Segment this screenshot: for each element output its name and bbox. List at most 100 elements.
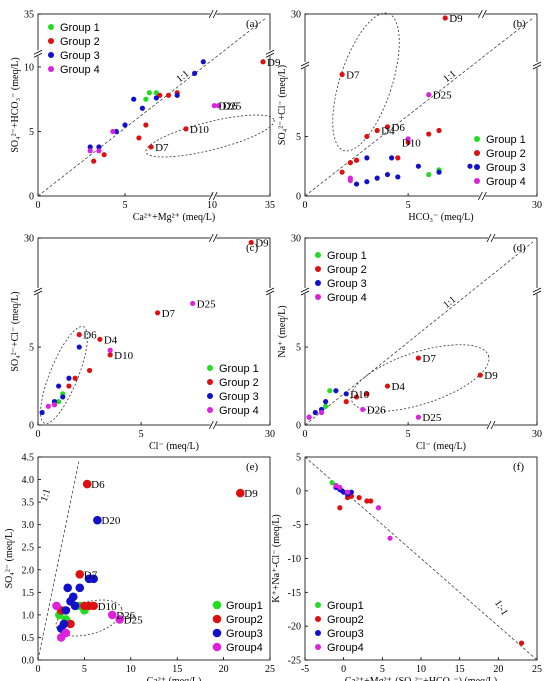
- axis-break-mark: [208, 233, 214, 243]
- legend-marker: [474, 164, 480, 170]
- data-point: [318, 409, 325, 416]
- data-point: [148, 144, 154, 150]
- data-point: [61, 606, 71, 615]
- axis-break-gap: [35, 287, 41, 294]
- y-tick-label: 5: [296, 453, 301, 464]
- data-point: [153, 95, 159, 101]
- data-point: [139, 105, 145, 111]
- x-tick-label: 20: [219, 664, 229, 675]
- data-point: [72, 375, 78, 381]
- x-axis-label: Cl⁻ (meq/L): [416, 441, 466, 452]
- data-point: [66, 375, 72, 381]
- data-point: [348, 489, 354, 495]
- data-point: [364, 179, 370, 185]
- legend-label: Group 2: [60, 36, 100, 48]
- data-point: [415, 414, 422, 420]
- data-point: [155, 310, 161, 316]
- point-annotation: D25: [222, 101, 241, 113]
- legend-marker: [207, 407, 213, 413]
- point-annotation: D9: [255, 237, 269, 249]
- axis-break-mark: [33, 287, 43, 293]
- data-point: [60, 394, 66, 400]
- data-point: [59, 619, 69, 629]
- legend-marker: [315, 630, 321, 636]
- legend-marker: [315, 266, 321, 272]
- data-point: [415, 163, 422, 169]
- data-point: [107, 347, 113, 353]
- data-point: [122, 122, 128, 128]
- y-tick-label: 0.5: [22, 633, 35, 644]
- axis-break-mark: [532, 290, 542, 296]
- plot-frame: [304, 13, 538, 197]
- data-point: [61, 628, 71, 638]
- data-point: [339, 169, 345, 175]
- data-point: [477, 372, 483, 378]
- data-point: [337, 484, 343, 491]
- point-annotation: D9: [449, 13, 463, 25]
- point-annotation: D6: [391, 122, 405, 134]
- axis-break-mark: [477, 191, 483, 201]
- y-tick-label: -25: [288, 656, 301, 667]
- x-tick-label: 30: [532, 429, 542, 440]
- axis-break-gap: [534, 287, 540, 294]
- data-point: [329, 480, 335, 486]
- data-point: [384, 383, 391, 389]
- axis-break-gap: [534, 61, 540, 68]
- axis-break-mark: [300, 64, 310, 70]
- data-point: [327, 388, 333, 394]
- point-annotation: D26: [218, 101, 237, 113]
- x-tick-label: 30: [265, 429, 275, 440]
- x-axis-label: Ca²⁺ (meq/L): [147, 676, 202, 681]
- group-ellipse: [145, 114, 275, 158]
- data-point: [183, 126, 189, 132]
- x-tick-label: 5: [406, 200, 411, 211]
- x-axis-label: Ca²⁺+Mg²⁺-(SO₄²⁻+HCO₃⁻) (meq/L): [345, 676, 498, 681]
- x-tick-label: 10: [207, 200, 217, 211]
- data-point: [353, 157, 360, 163]
- y-tick-label: 5: [29, 343, 34, 354]
- y-tick-label: 30: [291, 10, 301, 21]
- y-tick-label: -15: [288, 588, 301, 599]
- data-point: [211, 103, 217, 109]
- data-point: [374, 175, 380, 181]
- y-tick-label: 0: [29, 192, 34, 203]
- legend-marker: [48, 52, 54, 58]
- y-tick-label: 30: [24, 234, 34, 245]
- y-tick-label: 4.0: [22, 475, 35, 486]
- data-point: [192, 70, 198, 76]
- x-axis-label: Cl⁻ (meq/L): [149, 441, 199, 452]
- legend-marker: [474, 150, 480, 156]
- y-tick-label: -10: [288, 554, 301, 565]
- x-tick-label: 10: [416, 664, 426, 675]
- data-point: [343, 399, 349, 405]
- legend-label: Group 4: [60, 64, 100, 76]
- y-tick-label: 0: [296, 192, 301, 203]
- data-point: [136, 135, 142, 141]
- data-point: [87, 148, 93, 154]
- point-annotation: D7: [346, 69, 360, 81]
- axis-break-mark: [212, 191, 218, 201]
- data-point: [364, 498, 370, 504]
- y-tick-label: 5: [296, 343, 301, 354]
- legend-label: Group 4: [486, 176, 526, 188]
- axis-break-mark: [481, 191, 487, 201]
- point-annotation: D7: [422, 353, 436, 365]
- y-axis-label: SO₄²⁻+HCO₃⁻ (meq/L): [10, 57, 21, 152]
- x-tick-label: 35: [265, 200, 275, 211]
- data-point: [93, 515, 102, 525]
- legend-label: Group 2: [486, 148, 526, 160]
- data-point: [76, 344, 82, 350]
- data-point: [91, 158, 97, 164]
- y-tick-label: -5: [293, 520, 301, 531]
- data-point: [341, 489, 347, 495]
- legend-label: Group 4: [219, 405, 259, 417]
- data-point: [82, 479, 92, 489]
- axis-break-mark: [532, 64, 542, 70]
- data-point: [174, 92, 180, 98]
- data-point: [45, 403, 51, 409]
- legend-label: Group 3: [327, 278, 367, 290]
- x-tick-label: 0: [36, 429, 41, 440]
- reference-line-label: 1:1: [441, 294, 458, 311]
- point-annotation: D25: [422, 412, 441, 424]
- data-point: [347, 160, 353, 166]
